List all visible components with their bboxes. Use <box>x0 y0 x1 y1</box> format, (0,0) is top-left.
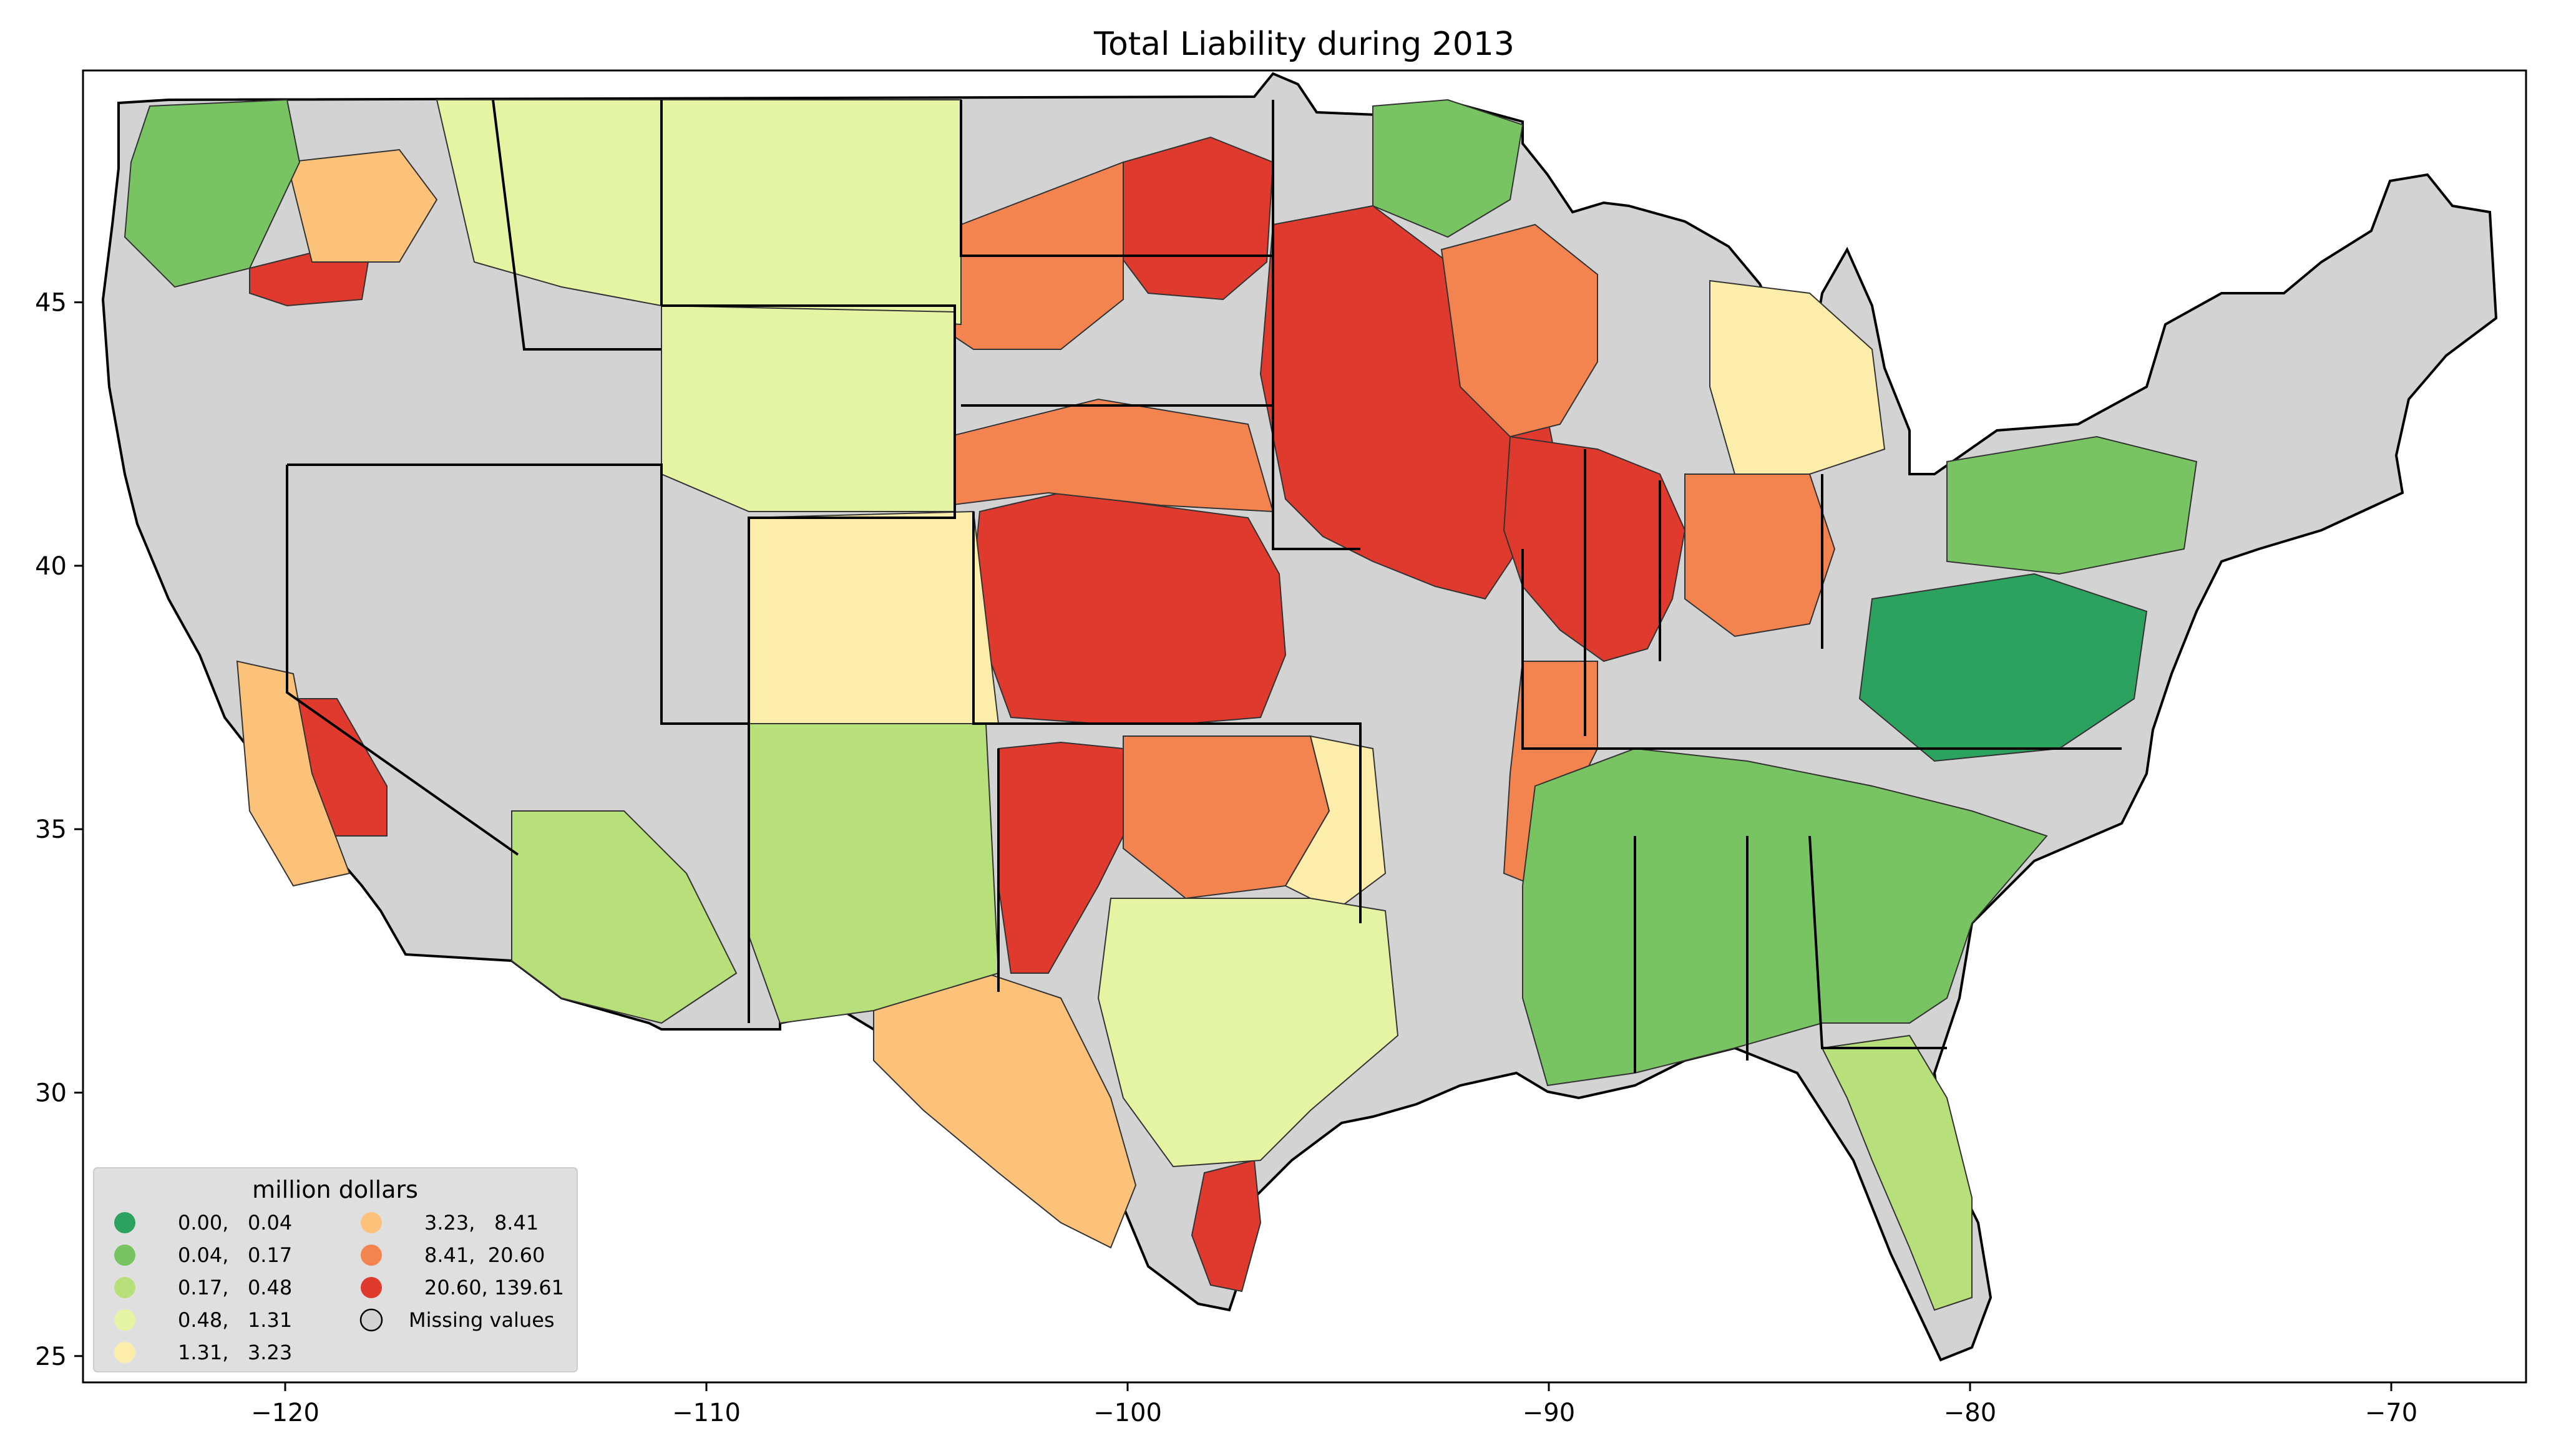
y-tick-label: 35 <box>35 815 67 844</box>
legend-entries: 0.00, 0.04 0.04, 0.17 0.17, 0.48 0.48, 1.31… <box>114 1211 564 1364</box>
y-tick-label: 25 <box>35 1342 67 1371</box>
legend-swatch <box>114 1309 135 1331</box>
state-borders <box>286 99 2122 1073</box>
y-tick-label: 40 <box>35 552 67 581</box>
region-texas-central <box>1097 898 1399 1168</box>
legend-swatch <box>114 1245 135 1266</box>
region-dakotas-red <box>1110 136 1274 301</box>
region-idaho-orange <box>286 148 438 263</box>
region-new-mexico-green <box>748 723 1000 1024</box>
x-tick-label: −80 <box>1944 1399 1996 1427</box>
region-michigan-mixed <box>1709 279 1886 475</box>
region-texas-orange <box>873 972 1137 1249</box>
legend-box <box>93 1167 578 1372</box>
region-colorado-mixed <box>748 510 1000 724</box>
x-tick-label: −110 <box>672 1399 741 1427</box>
legend-label: 8.41, 20.60 <box>424 1243 545 1267</box>
region-nebraska-orange <box>948 398 1274 513</box>
region-virginia-green <box>1858 573 2148 762</box>
legend-label: 0.17, 0.48 <box>178 1276 292 1299</box>
region-arizona-green <box>511 810 738 1024</box>
region-florida-green <box>1821 1034 1973 1311</box>
legend-swatch <box>361 1212 382 1233</box>
region-ohio-orange <box>1684 473 1836 638</box>
y-tick-label: 45 <box>35 289 67 318</box>
legend-swatch <box>361 1277 382 1298</box>
region-nw-green <box>124 99 301 288</box>
legend-label: 3.23, 8.41 <box>424 1211 539 1235</box>
legend-label: 0.48, 1.31 <box>178 1308 292 1332</box>
legend-swatch <box>361 1245 382 1266</box>
region-texas-panhandle <box>998 741 1131 974</box>
y-tick-label: 30 <box>35 1079 67 1107</box>
legend-swatch <box>114 1342 135 1363</box>
legend: million dollars 0.00, 0.04 0.04, 0.17 0.17… <box>93 1167 578 1372</box>
legend-swatch <box>359 1308 383 1332</box>
region-southeast-green <box>1522 747 2048 1087</box>
map-layer <box>101 72 2498 1362</box>
legend-title: million dollars <box>252 1176 418 1203</box>
legend-label: 1.31, 3.23 <box>178 1341 292 1364</box>
region-california-orange <box>236 660 351 887</box>
region-wyoming-yellowgreen <box>661 304 955 512</box>
x-tick-label: −120 <box>251 1399 320 1427</box>
map-title: Total Liability during 2013 <box>1093 26 1515 63</box>
legend-label: 0.00, 0.04 <box>178 1211 292 1235</box>
x-axis: −120 −110 −100 −90 −80 −70 <box>251 1382 2417 1427</box>
region-wisconsin-orange <box>1440 223 1598 438</box>
x-tick-label: −90 <box>1523 1399 1575 1427</box>
legend-swatch <box>114 1212 135 1233</box>
region-illinois-indiana <box>1503 435 1686 662</box>
region-minnesota-green <box>1372 99 1524 238</box>
region-kansas-core <box>972 492 1287 724</box>
x-tick-label: −70 <box>2365 1399 2417 1427</box>
region-pennsylvania-green <box>1946 435 2198 575</box>
legend-label: 0.04, 0.17 <box>178 1243 292 1267</box>
legend-swatch <box>114 1277 135 1298</box>
x-tick-label: −100 <box>1093 1399 1162 1427</box>
y-axis: 25 30 35 40 45 <box>35 289 83 1371</box>
legend-label: 20.60, 139.61 <box>424 1276 564 1299</box>
legend-label: Missing values <box>409 1308 555 1332</box>
